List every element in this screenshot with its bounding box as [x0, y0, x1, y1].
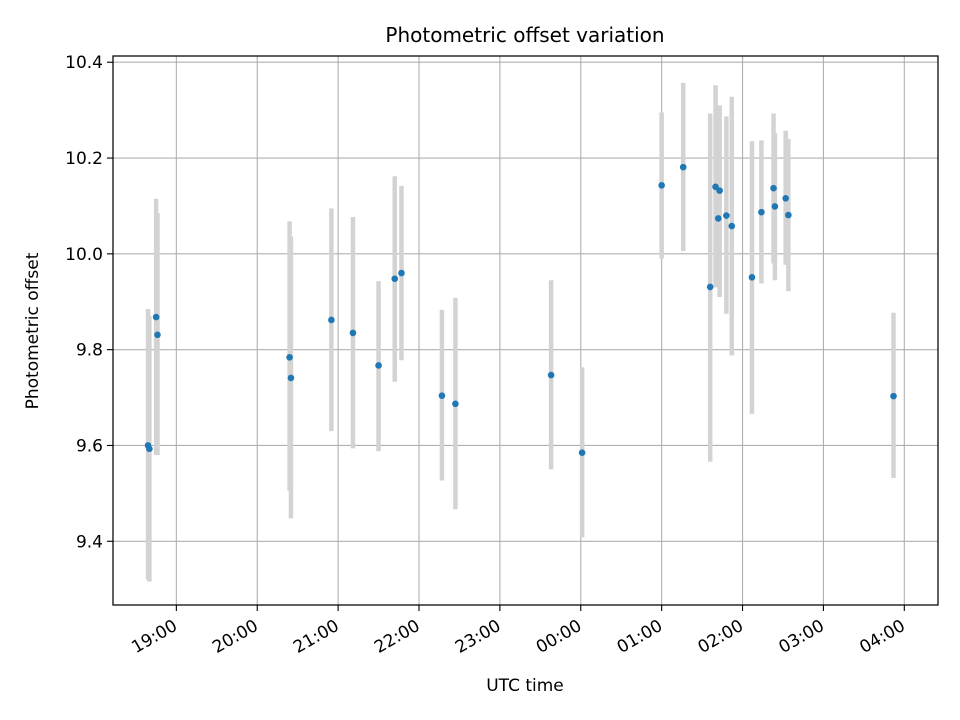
- data-point: [723, 212, 730, 219]
- data-point: [154, 331, 161, 339]
- data-point: [758, 208, 765, 216]
- data-point: [728, 222, 736, 230]
- data-point: [748, 274, 756, 281]
- y-tick-label: 9.4: [76, 532, 103, 552]
- data-point: [146, 445, 153, 453]
- data-point: [782, 194, 789, 202]
- data-point: [714, 215, 722, 222]
- data-point: [658, 182, 665, 189]
- data-point: [438, 392, 446, 399]
- y-axis-ticks: 9.4 9.6 9.8 10.0 10.2 10.4: [65, 53, 113, 552]
- data-point: [328, 316, 335, 324]
- data-point: [349, 329, 357, 337]
- data-point: [706, 283, 714, 291]
- data-point: [375, 362, 382, 369]
- data-point: [716, 187, 723, 194]
- y-tick-label: 9.8: [76, 341, 103, 361]
- data-point: [890, 392, 897, 400]
- plot-frame: [112, 55, 939, 606]
- data-point: [578, 449, 586, 456]
- data-point: [547, 371, 555, 379]
- y-tick-label: 10.2: [65, 149, 103, 169]
- data-point: [679, 163, 687, 171]
- data-point: [286, 354, 293, 361]
- chart-title: Photometric offset variation: [385, 23, 664, 47]
- data-point: [391, 275, 399, 283]
- data-point: [398, 269, 405, 277]
- data-point: [771, 203, 779, 210]
- y-axis-title: Photometric offset: [23, 252, 43, 409]
- y-tick-label: 10.4: [65, 53, 103, 73]
- x-axis-title: UTC time: [486, 676, 564, 696]
- data-point: [152, 313, 160, 321]
- data-point: [785, 211, 792, 219]
- data-point: [452, 400, 459, 408]
- y-tick-label: 9.6: [76, 436, 103, 456]
- grid-lines: [113, 56, 938, 605]
- data-point: [770, 184, 777, 192]
- y-tick-label: 10.0: [65, 245, 103, 265]
- data-points: [144, 163, 897, 456]
- data-point: [287, 374, 295, 382]
